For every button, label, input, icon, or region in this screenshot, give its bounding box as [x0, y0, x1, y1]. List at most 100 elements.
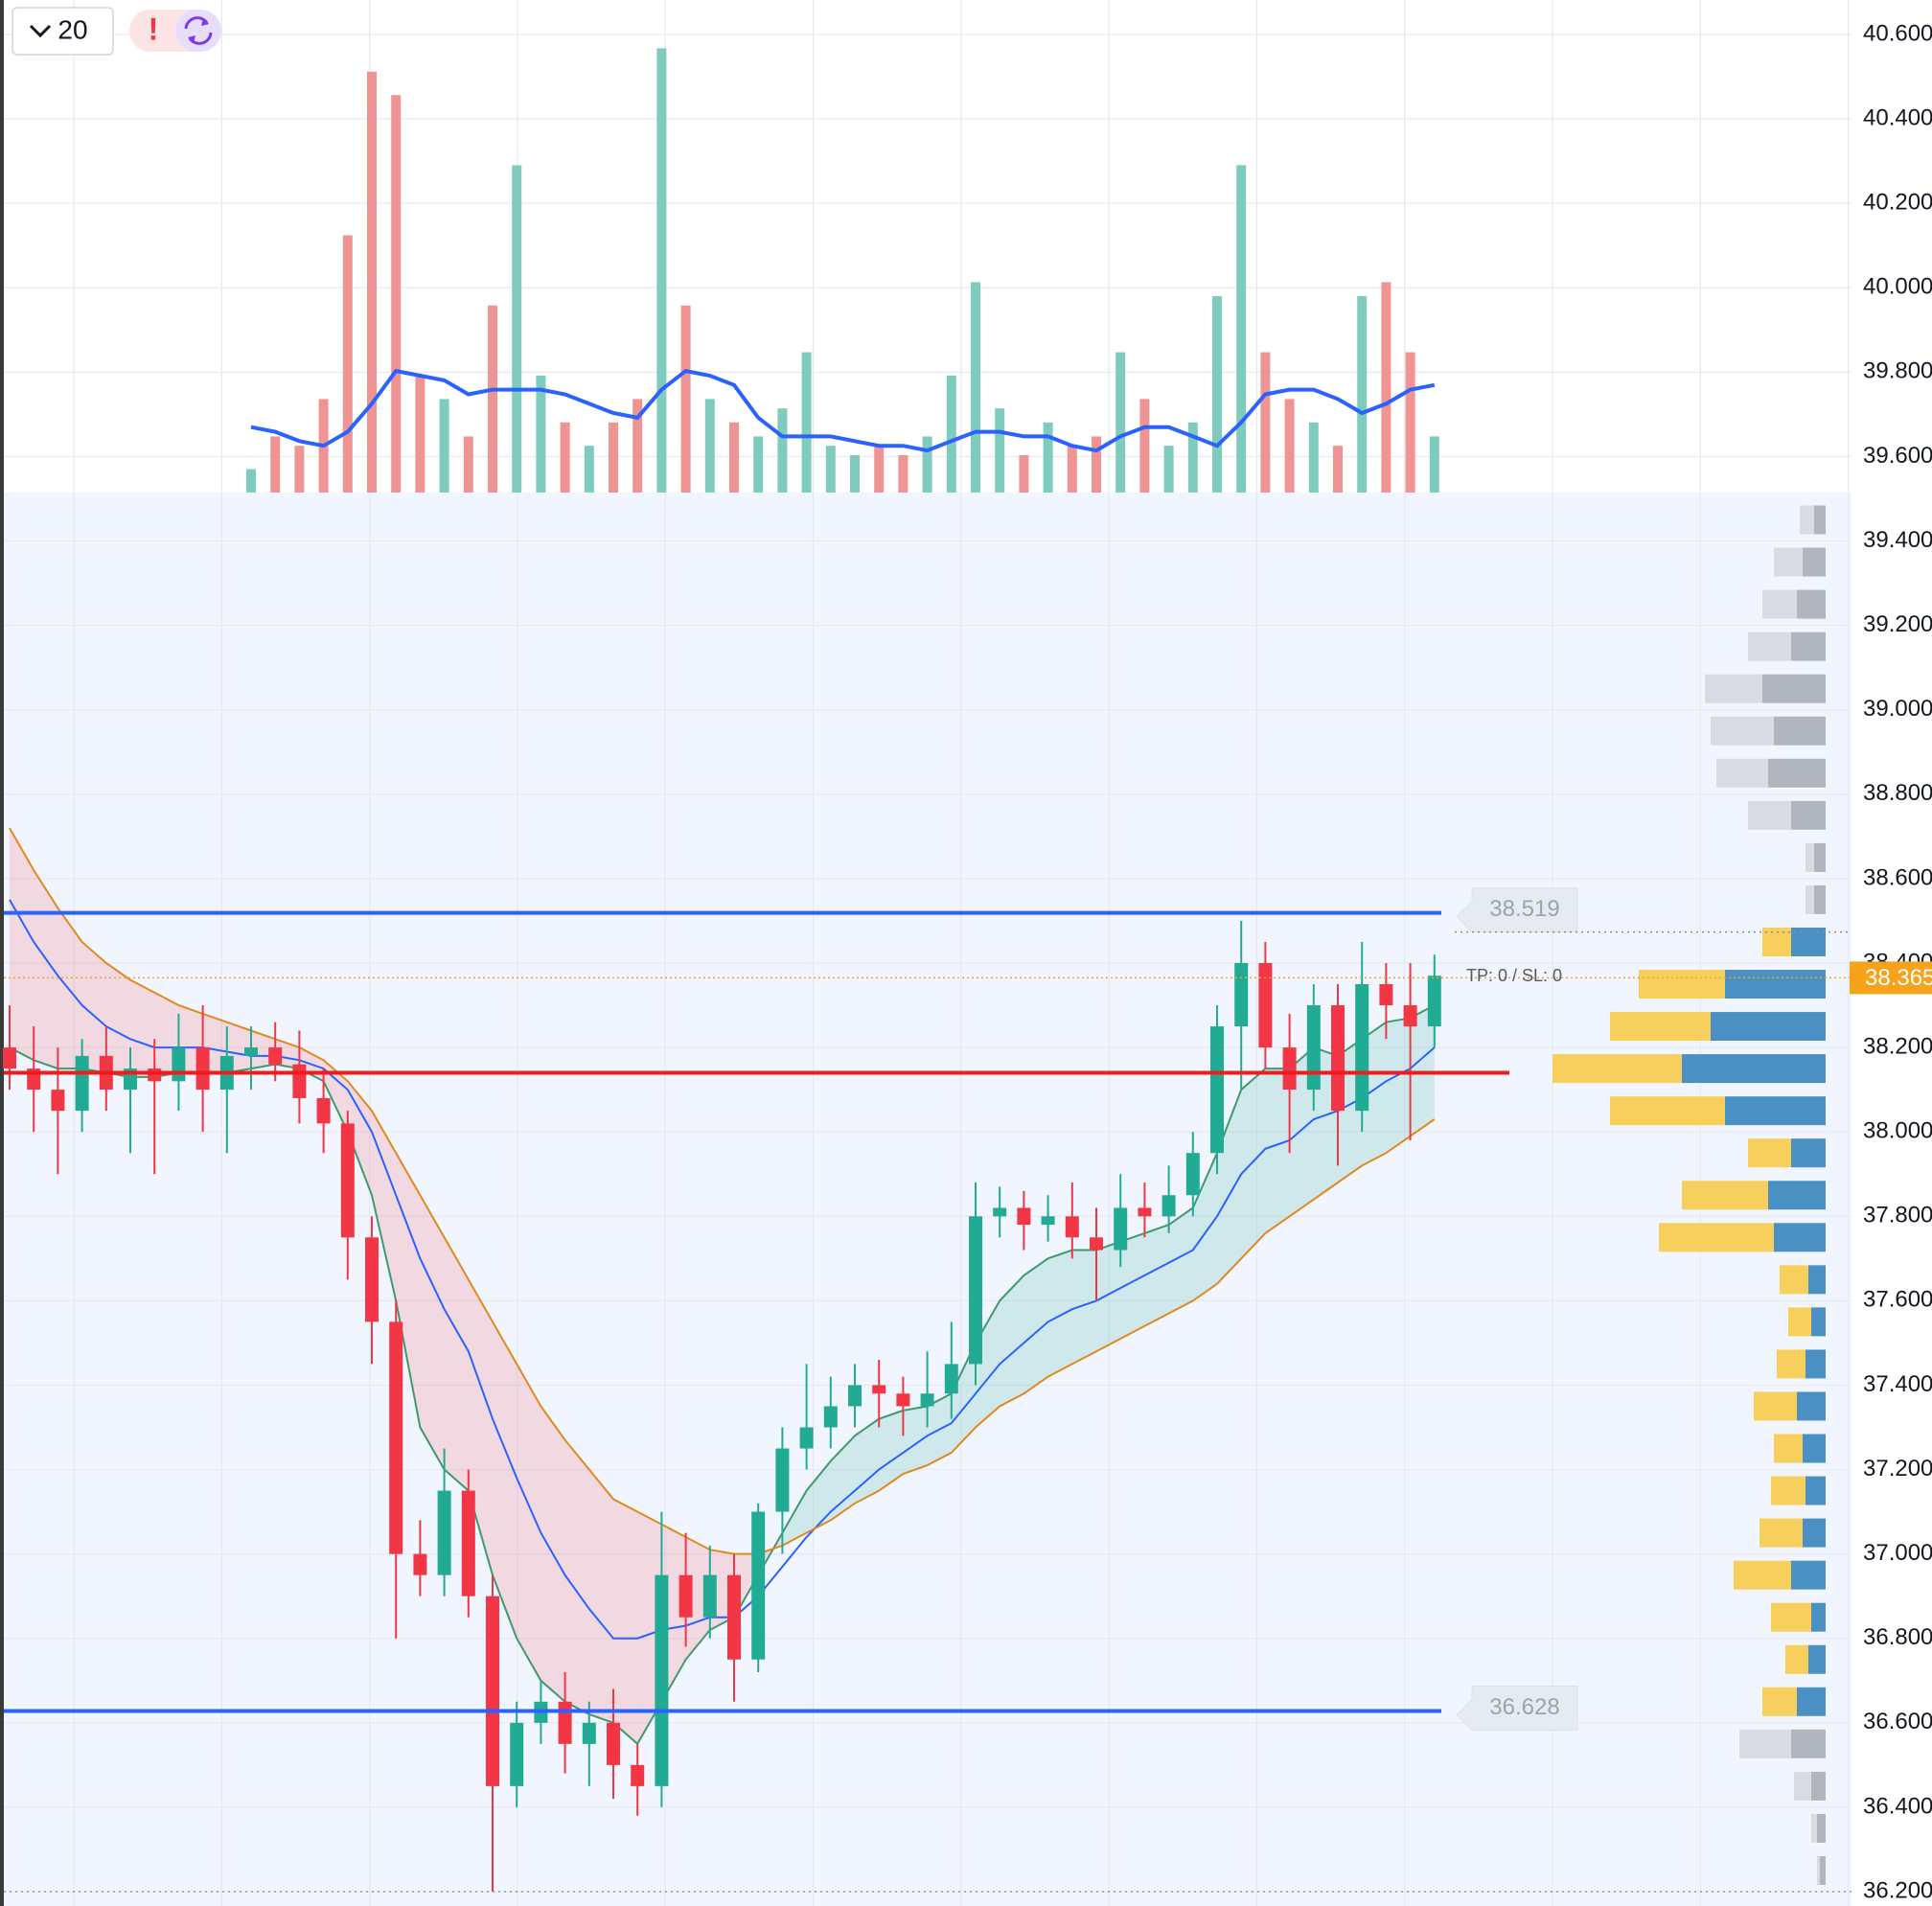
ma-band: [879, 1410, 904, 1491]
candle-body: [1403, 1005, 1417, 1027]
candle-body: [631, 1764, 645, 1786]
chevron-icon: [29, 24, 52, 38]
candle-body: [1258, 963, 1273, 1048]
ma-band: [1144, 1225, 1169, 1326]
y-tick-label: 39.200: [1863, 611, 1932, 637]
candle-body: [1114, 1207, 1128, 1251]
ma-band: [951, 1343, 976, 1453]
y-tick-label: 37.400: [1863, 1371, 1932, 1397]
profile-down: [1762, 1687, 1797, 1716]
volume-bar: [342, 235, 353, 493]
volume-bar: [995, 408, 1005, 493]
volume-bar: [729, 422, 739, 493]
volume-bar: [801, 352, 812, 493]
ma-band: [588, 1469, 613, 1723]
candle-body: [316, 1097, 331, 1124]
candle-body: [1017, 1207, 1031, 1226]
volume-bar: [1357, 296, 1368, 493]
candle-body: [655, 1574, 669, 1786]
profile-up: [1725, 970, 1826, 999]
ma-band: [10, 828, 34, 1061]
y-tick-label: 38.000: [1863, 1118, 1932, 1144]
profile-down: [1774, 1434, 1803, 1463]
profile-down: [1610, 1012, 1711, 1042]
volume-bar: [367, 71, 377, 494]
plot: 38.519 36.628 38.365 TP: 0 / SL: 0: [3, 48, 1932, 1892]
profile-up: [1768, 758, 1826, 788]
ma-band: [372, 1111, 397, 1301]
profile-down: [1659, 1223, 1774, 1252]
candle-body: [872, 1385, 886, 1394]
volume-bar: [584, 446, 594, 493]
ma-line: [9, 1004, 1436, 1746]
profile-down: [1780, 1265, 1808, 1295]
profile-up: [1806, 1349, 1826, 1379]
candle-body: [727, 1574, 741, 1660]
volume-bar: [704, 399, 715, 493]
ma-band: [685, 1537, 710, 1660]
volume-bar: [946, 376, 956, 493]
profile-down: [1817, 1855, 1820, 1885]
candle-body: [848, 1385, 862, 1407]
ma-band: [517, 1364, 541, 1681]
candle-body: [1306, 1005, 1321, 1091]
y-tick-label: 40.600: [1863, 20, 1932, 46]
candle-body: [510, 1722, 524, 1786]
profile-up: [1814, 884, 1826, 914]
interval-value: 20: [58, 14, 87, 44]
profile-up: [1791, 800, 1826, 830]
profile-up: [1791, 1560, 1826, 1590]
volume-bar: [1405, 352, 1415, 493]
candle-body: [365, 1237, 379, 1322]
profile-up: [1820, 1855, 1826, 1885]
profile-down: [1771, 1476, 1806, 1505]
y-tick-label: 40.200: [1863, 190, 1932, 216]
volume-bar: [439, 399, 449, 493]
ma-band: [396, 1153, 421, 1428]
candle-body: [920, 1393, 934, 1407]
ma-line: [9, 827, 1436, 1555]
profile-up: [1768, 1181, 1826, 1210]
ma-band: [81, 941, 106, 1073]
profile-up: [1811, 1602, 1826, 1632]
volume-bar: [680, 305, 691, 493]
profile-up: [1811, 1307, 1826, 1337]
volume-bar: [1019, 454, 1029, 493]
volume-bar: [560, 422, 570, 493]
y-tick-label: 37.000: [1863, 1540, 1932, 1566]
y-tick-label: 37.200: [1863, 1456, 1932, 1481]
volume-bar: [1284, 399, 1295, 493]
profile-up: [1797, 589, 1826, 619]
candle-body: [340, 1123, 355, 1238]
ma-band: [420, 1195, 445, 1470]
last-price-tag: [1850, 961, 1932, 995]
profile-up: [1774, 716, 1826, 746]
profile-down: [1788, 1307, 1811, 1337]
interval-button[interactable]: [12, 7, 114, 56]
profile-up: [1797, 1391, 1826, 1421]
volume-bar: [632, 399, 643, 493]
sync-arrows: [188, 18, 209, 43]
ma-band: [34, 870, 58, 1069]
volume-bar: [777, 408, 788, 493]
candle-body: [678, 1574, 693, 1618]
profile-down: [1739, 1729, 1791, 1758]
profile-up: [1682, 1054, 1826, 1084]
y-tick-label: 38.600: [1863, 864, 1932, 890]
candle-body: [558, 1701, 572, 1744]
ma-band: [493, 1321, 518, 1639]
profile-up: [1806, 1476, 1826, 1505]
candle-body: [389, 1321, 403, 1554]
candle-body: [437, 1490, 451, 1575]
candle-body: [823, 1406, 838, 1428]
candle-body: [969, 1216, 982, 1365]
ma-band: [1071, 1250, 1096, 1365]
level-label: 36.628: [1489, 1694, 1559, 1720]
ma-band: [564, 1439, 589, 1715]
ma-band: [130, 979, 155, 1077]
volume-pane: [0, 0, 1852, 493]
profile-down: [1682, 1181, 1768, 1210]
candle-body: [1041, 1216, 1055, 1226]
ma-band: [1241, 1068, 1266, 1259]
volume-bar: [922, 436, 932, 493]
